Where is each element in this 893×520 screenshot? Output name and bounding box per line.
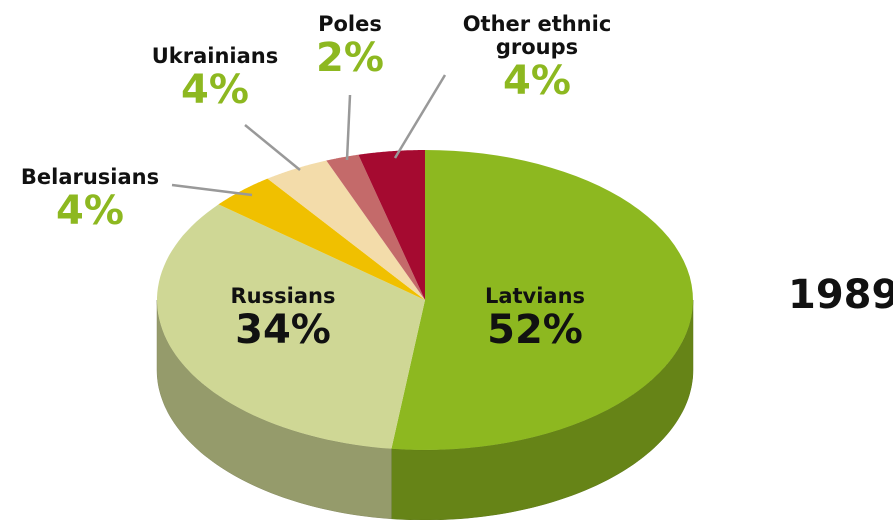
leader-line [393,74,447,159]
value-label: 4% [56,188,124,235]
chart-title: 1989 [788,272,893,318]
slice-label: Russians 34% [183,284,383,354]
slice-label: Other ethnic groups 4% [452,12,622,105]
category-label: Ukrainians [151,44,279,68]
category-label: Latvians [484,284,586,308]
category-label: Poles [318,12,382,36]
value-label: 4% [181,67,249,114]
leader-lines [171,74,447,197]
category-label: Other ethnic groups [462,12,612,60]
leader-line [345,94,352,161]
slice-side [156,299,392,520]
slice [267,160,425,300]
value-label: 4% [503,58,571,105]
slice [326,154,425,300]
slice [218,178,425,300]
slice [358,150,425,300]
value-label: 52% [487,307,583,354]
slice [157,204,425,449]
pie [156,150,694,520]
value-label: 2% [316,35,384,82]
leader-line [244,124,301,171]
value-label: 34% [235,307,331,354]
slice-label: Ukrainians 4% [115,44,315,114]
slice-label: Latvians 52% [435,284,635,354]
slice [391,150,693,450]
slice-label: Poles 2% [290,12,410,82]
leader-line [171,183,253,197]
category-label: Russians [230,284,336,308]
category-label: Belarusians [20,165,160,189]
slice-label: Belarusians 4% [0,165,190,235]
